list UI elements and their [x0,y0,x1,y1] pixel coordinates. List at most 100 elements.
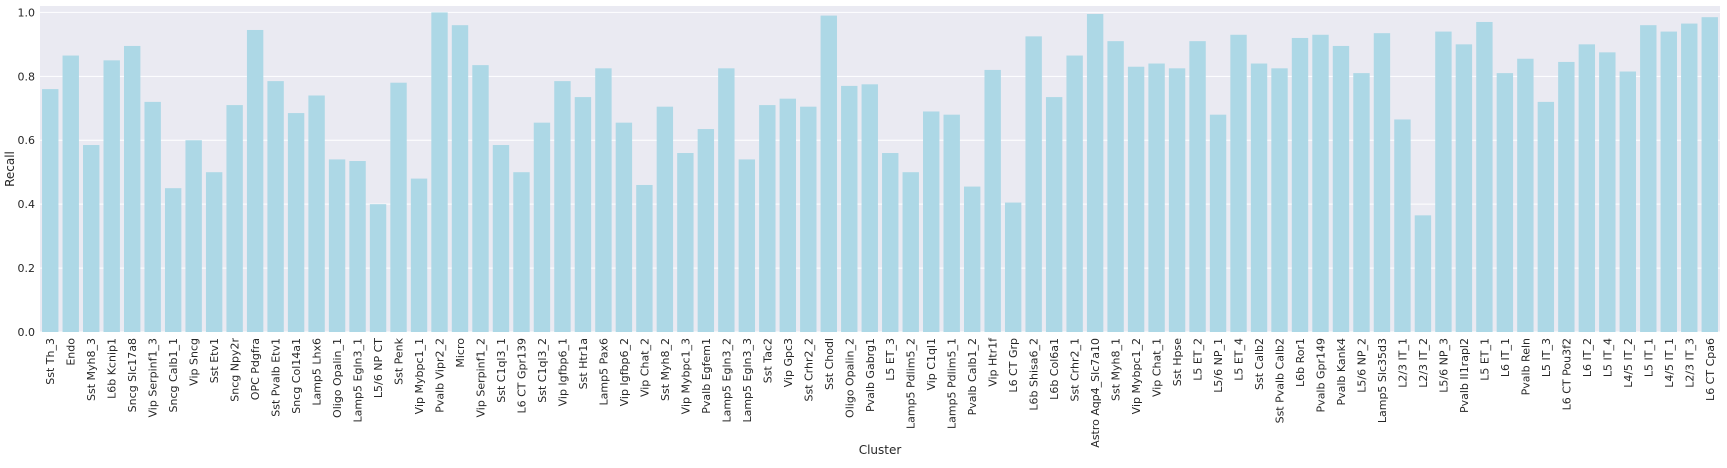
x-tick-label: Sncg Calb1_1 [167,338,180,412]
x-tick-label: Vip Chat_1 [1151,338,1164,397]
bar [1107,41,1124,333]
x-tick-label: Pvalb Il1rapl2 [1458,338,1471,413]
bar [308,95,325,332]
x-tick-label: Sst Pvalb Etv1 [270,338,283,417]
bar [1148,63,1165,332]
x-tick-label: Pvalb Gpr149 [1314,338,1327,412]
bars [42,12,1718,333]
bar [1435,31,1452,332]
bar [410,178,428,332]
x-tick-labels: Sst Th_3 Endo Sst Myh8_3 L6b Kcnip1 Sncg Slc… [44,337,1717,448]
x-tick-label: L5/6 NP_1 [1212,338,1225,393]
x-tick-label: L5 ET_3 [884,338,897,381]
y-axis-label: Recall [3,151,17,187]
bar [882,153,899,332]
bar [185,140,202,332]
bar [1353,73,1370,332]
bar [738,159,756,332]
bar [267,81,284,332]
bar [144,101,161,332]
x-tick-label: L6 CT Gpr139 [515,338,528,414]
bar [718,68,735,332]
x-tick-label: Lamp5 Egln3_3 [741,338,754,423]
bar [677,153,694,332]
x-tick-label: Sst Penk [393,337,406,385]
bar [595,68,612,332]
x-tick-label: L5/6 NP CT [372,338,385,398]
x-tick-label: Endo [65,338,78,366]
bar [205,172,223,332]
bar [164,188,182,332]
bar [1476,21,1493,332]
y-tick-labels: 0.0 0.2 0.4 0.6 0.8 1.0 [18,6,36,339]
bar [1025,36,1042,333]
bar [103,60,120,332]
bar [1578,44,1596,333]
bar [1599,52,1616,332]
x-tick-label: Sst Crhr2_2 [802,338,815,402]
bar [1189,41,1206,333]
x-tick-label: Lamp5 Pax6 [597,338,610,405]
x-tick-label: Sst C1ql3_2 [536,338,549,403]
bar [1271,68,1288,332]
bar [1230,34,1247,332]
bar [1066,55,1083,332]
x-tick-label: L2/3 IT_1 [1396,338,1409,388]
bar [1332,45,1350,332]
bar [1168,68,1186,332]
bar [964,186,981,332]
bar [451,25,469,332]
bar [1045,97,1063,333]
bar [62,55,79,332]
bar [1004,202,1022,332]
x-tick-label: L6b Shisa6_2 [1028,338,1041,411]
x-tick-label: Micro [454,338,467,368]
x-tick-label: Pvalb Vipr2_2 [434,338,447,413]
bar [287,113,305,332]
x-tick-label: L5 IT_1 [1642,338,1655,377]
bar [636,184,653,332]
x-tick-label: Sncg Slc17a8 [126,338,139,412]
bar [943,114,960,333]
bar [124,45,141,332]
bar [779,98,796,332]
x-tick-label: L5 IT_3 [1540,338,1553,377]
x-tick-label: Vip Htr1f [987,337,1000,387]
x-tick-label: L6 IT_2 [1581,338,1594,377]
x-tick-label: L2/3 IT_2 [1417,338,1430,388]
x-tick-label: Vip Mybpc1_2 [1130,338,1143,414]
bar [349,161,366,332]
bar [369,204,387,332]
bar [1312,34,1329,332]
x-tick-label: Pvalb Egfem1 [700,338,713,414]
x-tick-label: Vip Igfbp6_1 [556,338,569,406]
bar [42,89,59,332]
bar [1619,71,1636,333]
bar [1250,63,1268,332]
x-tick-label: Vip Serpinf1_3 [147,338,160,417]
x-tick-label: Sst Pvalb Calb2 [1274,338,1287,423]
x-tick-label: Lamp5 Lhx6 [311,338,324,406]
x-tick-label: Sst Htr1a [577,338,590,389]
x-tick-label: Pvalb Calb1_2 [966,338,979,415]
x-tick-label: Oligo Opalin_2 [843,338,856,418]
bar [841,85,858,332]
bar [820,15,837,333]
x-tick-label: Sst Etv1 [208,338,221,383]
bar [246,29,264,333]
x-tick-label: Sst C1ql3_1 [495,338,508,403]
bar [1373,33,1391,333]
y-tick-label: 1.0 [18,6,36,19]
bar [1640,25,1657,332]
x-tick-label: L5/6 NP_3 [1437,338,1450,393]
x-tick-label: Vip Igfbp6_2 [618,338,631,406]
bar [431,12,448,333]
bar [1127,66,1145,332]
bar [984,69,1001,332]
bar [902,172,919,332]
x-tick-label: L5 IT_4 [1601,338,1614,377]
x-tick-label: Sst Hpse [1171,338,1184,387]
bar [226,105,243,332]
